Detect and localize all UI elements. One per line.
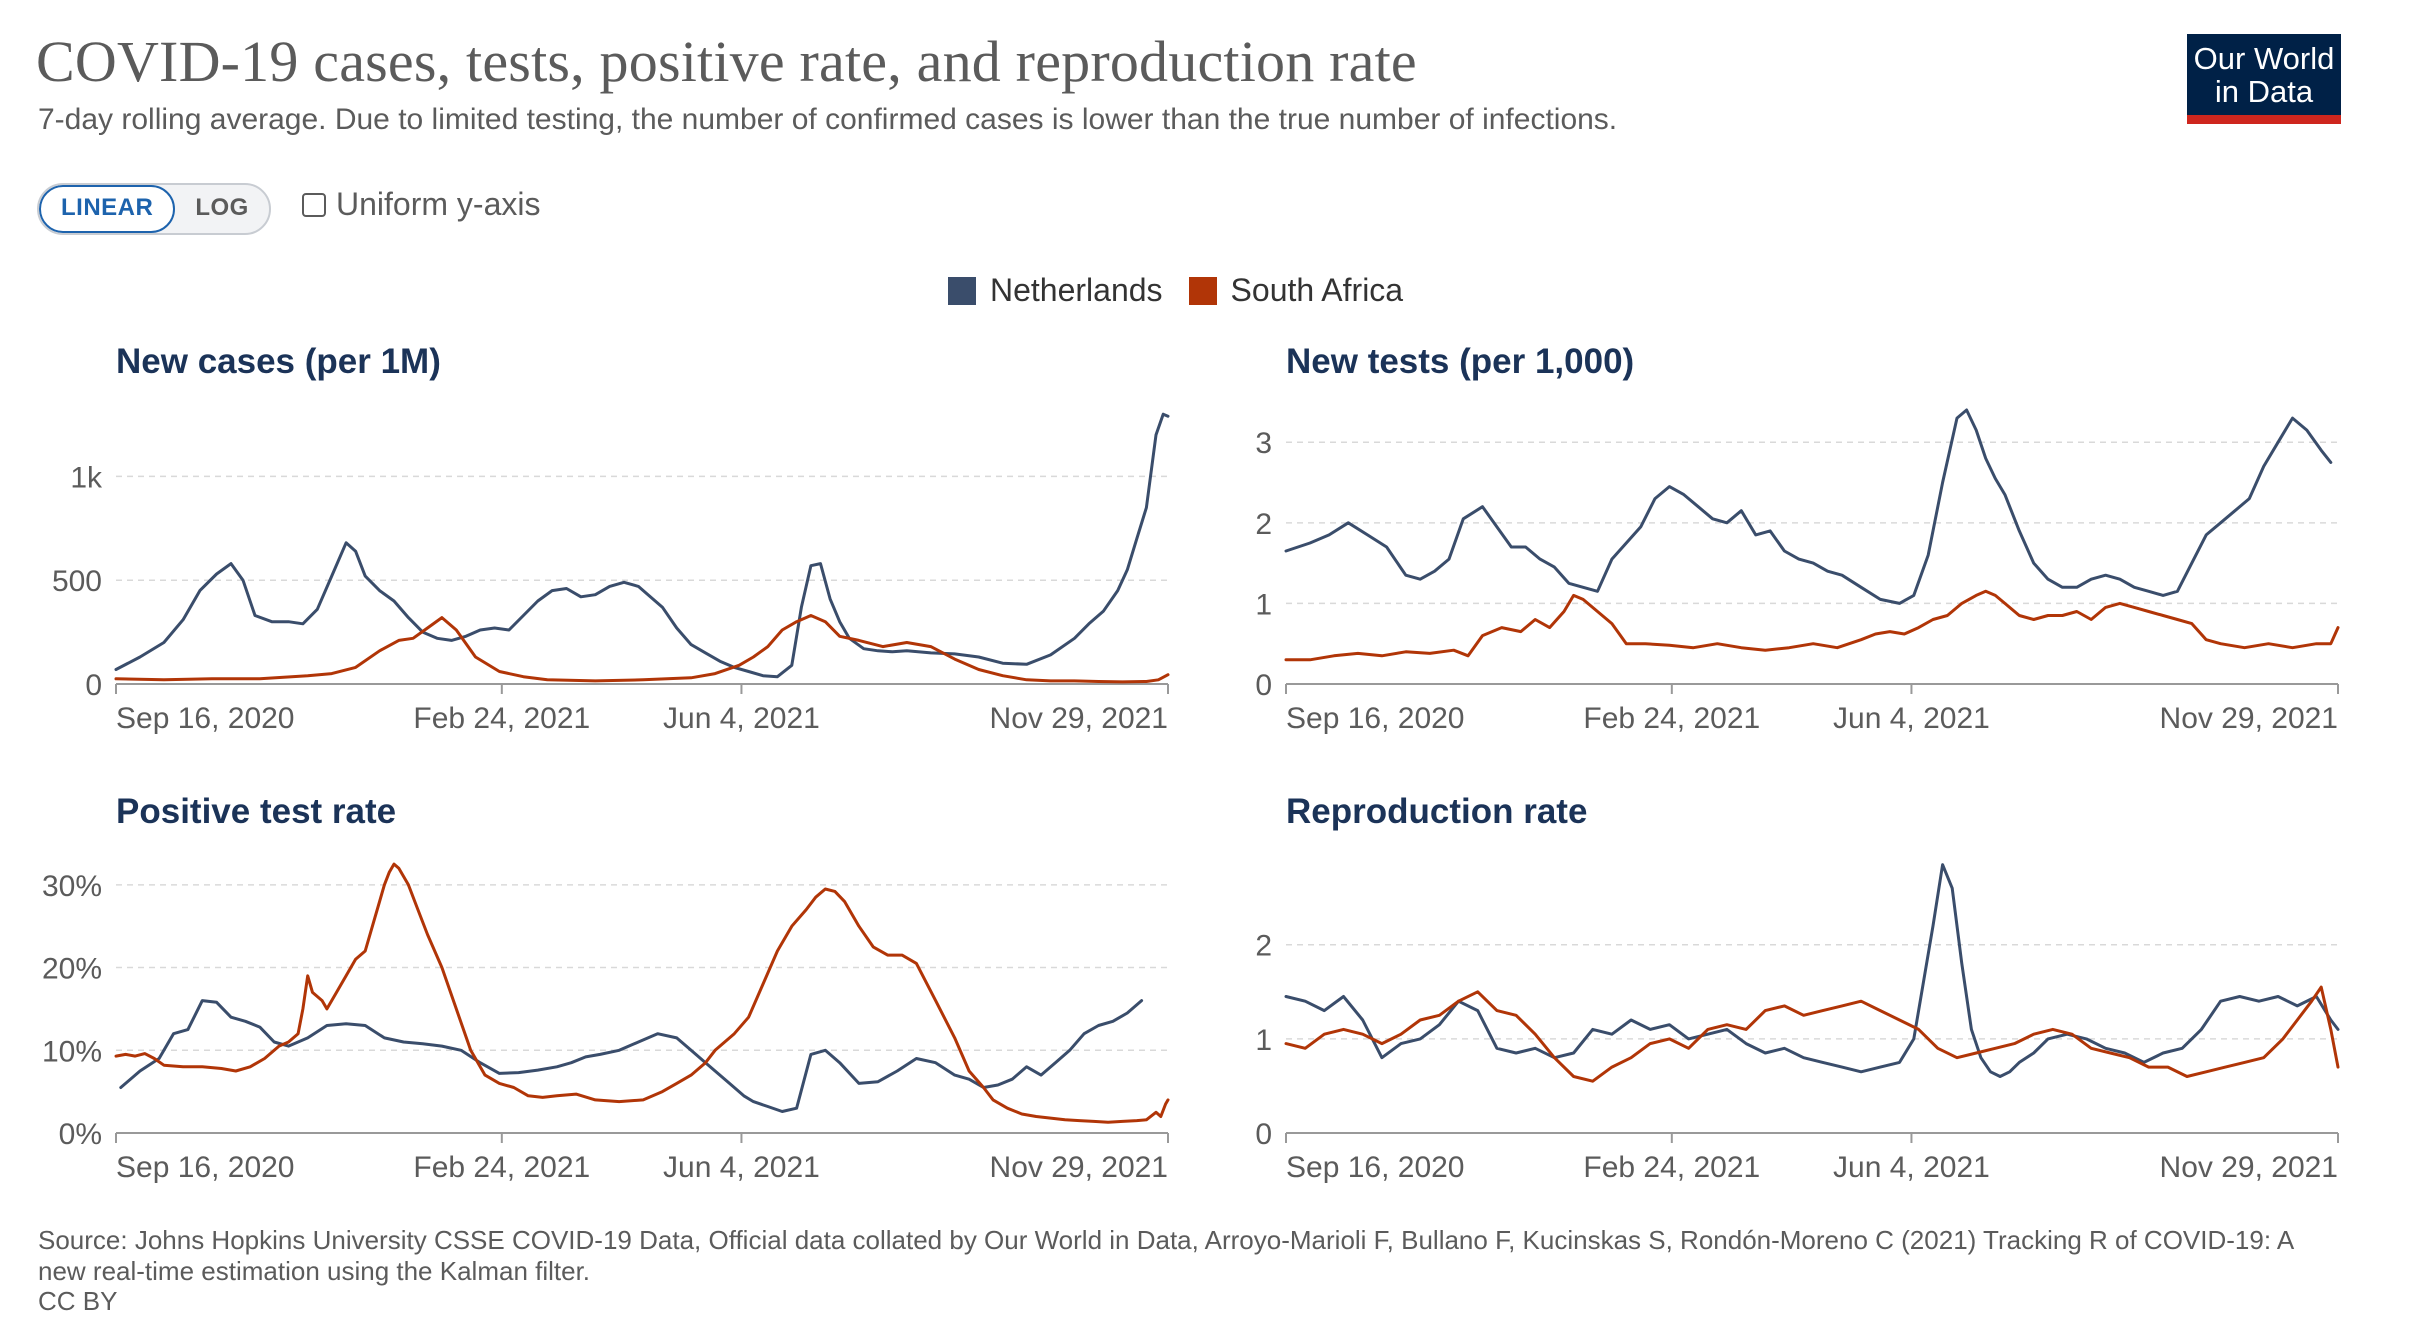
chart-panel-1: New cases (per 1M) 0 500 1k Sep 16, 2020 Feb … <box>52 342 1170 735</box>
legend-label-south-africa: South Africa <box>1230 272 1404 308</box>
y-tick-label: 20% <box>42 953 102 986</box>
x-tick-label: Nov 29, 2021 <box>2160 702 2338 735</box>
chart-title-3: Positive test rate <box>116 792 396 831</box>
y-tick-label: 500 <box>52 565 102 598</box>
x-tick-label: Nov 29, 2021 <box>990 1151 1168 1184</box>
x-tick-label: Feb 24, 2021 <box>413 1151 590 1184</box>
chart-title-1: New cases (per 1M) <box>116 342 441 381</box>
owid-logo[interactable]: Our World in Data <box>2187 34 2341 124</box>
uniform-y-axis-label: Uniform y-axis <box>336 186 541 222</box>
chart-title-4: Reproduction rate <box>1286 792 1587 831</box>
chart-panel-4: Reproduction rate 0 1 2 Sep 16, 2020 Feb 24, … <box>1255 792 2340 1184</box>
x-tick-label: Jun 4, 2021 <box>1833 702 1990 735</box>
uniform-y-axis-checkbox[interactable] <box>302 192 326 217</box>
page-title: COVID-19 cases, tests, positive rate, an… <box>36 29 1417 94</box>
y-tick-label: 1 <box>1255 588 1272 621</box>
scale-toggle: LINEAR LOG <box>37 183 271 235</box>
x-tick-label: Feb 24, 2021 <box>413 702 590 735</box>
x-tick-label: Feb 24, 2021 <box>1583 1151 1760 1184</box>
x-tick-label: Sep 16, 2020 <box>116 1151 295 1184</box>
series-line-south-africa <box>1284 985 2340 1083</box>
y-tick-label: 10% <box>42 1035 102 1068</box>
y-tick-label: 2 <box>1255 508 1272 541</box>
series-line-netherlands <box>1284 863 2340 1078</box>
legend-item-south-africa[interactable]: South Africa <box>1188 272 1404 309</box>
x-tick-label: Sep 16, 2020 <box>1286 702 1465 735</box>
y-tick-label: 3 <box>1255 427 1272 460</box>
legend-swatch-south-africa <box>1188 276 1217 305</box>
series-line-south-africa <box>114 862 1170 1124</box>
linear-scale-button[interactable]: LINEAR <box>39 185 176 233</box>
legend-swatch-netherlands <box>948 276 976 305</box>
chart-panel-2: New tests (per 1,000) 0 1 2 3 Sep 16, 2020 Feb… <box>1255 342 2340 735</box>
series-line-netherlands <box>1284 408 2333 605</box>
log-scale-button[interactable]: LOG <box>195 194 249 221</box>
y-tick-label: 2 <box>1255 930 1272 963</box>
x-tick-label: Jun 4, 2021 <box>663 1151 820 1184</box>
license-note: CC BY <box>38 1286 118 1316</box>
y-tick-label: 1 <box>1255 1024 1272 1057</box>
legend: Netherlands South Africa <box>948 272 1429 309</box>
legend-label-netherlands: Netherlands <box>990 272 1163 308</box>
y-tick-label: 30% <box>42 870 102 903</box>
y-tick-label: 0% <box>59 1118 102 1151</box>
legend-item-netherlands[interactable]: Netherlands <box>948 272 1163 309</box>
y-tick-label: 1k <box>70 461 103 494</box>
x-tick-label: Sep 16, 2020 <box>116 702 295 735</box>
x-tick-label: Sep 16, 2020 <box>1286 1151 1465 1184</box>
x-tick-label: Jun 4, 2021 <box>663 702 820 735</box>
page-subtitle: 7-day rolling average. Due to limited te… <box>38 103 1618 136</box>
series-line-south-africa <box>1284 589 2340 662</box>
x-tick-label: Nov 29, 2021 <box>2160 1151 2338 1184</box>
logo-line-2: in Data <box>2214 74 2314 109</box>
uniform-y-axis-toggle[interactable]: Uniform y-axis <box>302 186 540 223</box>
chart-title-2: New tests (per 1,000) <box>1286 342 1634 381</box>
y-tick-label: 0 <box>1255 669 1272 702</box>
series-line-south-africa <box>114 614 1170 684</box>
x-tick-label: Nov 29, 2021 <box>990 702 1168 735</box>
chart-panel-3: Positive test rate 0% 10% 20% 30% Sep 16, 202… <box>42 792 1170 1184</box>
x-tick-label: Jun 4, 2021 <box>1833 1151 1990 1184</box>
y-tick-label: 0 <box>85 669 102 702</box>
x-tick-label: Feb 24, 2021 <box>1583 702 1760 735</box>
source-note: Source: Johns Hopkins University CSSE CO… <box>38 1225 2293 1286</box>
y-tick-label: 0 <box>1255 1118 1272 1151</box>
logo-line-1: Our World <box>2193 41 2335 76</box>
series-line-netherlands <box>114 412 1170 679</box>
